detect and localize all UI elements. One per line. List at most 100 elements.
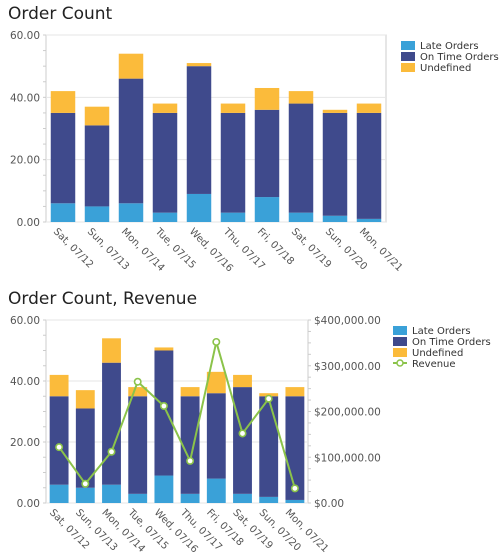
chart1-bar-late-orders <box>356 218 382 222</box>
chart2-bar-undefined <box>49 374 69 397</box>
chart2-ytick-label: 40.00 <box>10 376 40 388</box>
chart2-bar-late-orders <box>128 493 148 503</box>
chart2-bar-undefined <box>154 347 174 351</box>
chart2-bar-late-orders <box>259 496 279 503</box>
chart2-revenue-point <box>55 443 64 452</box>
chart2-bar-late-orders <box>75 487 95 503</box>
chart2-bar-undefined <box>128 387 148 397</box>
chart2-bar-on-time-orders <box>102 362 121 485</box>
chart1-bar-undefined <box>220 103 246 113</box>
chart2-bar-undefined <box>180 387 200 397</box>
chart1-title: Order Count <box>8 4 113 24</box>
chart1-bar-on-time-orders <box>356 112 382 219</box>
chart2-bar-undefined <box>102 338 121 363</box>
chart1-bar-on-time-orders <box>118 78 144 204</box>
chart1-bar-on-time-orders <box>50 112 76 204</box>
chart2-bar-late-orders <box>102 484 121 503</box>
chart1-bar-late-orders <box>220 212 246 222</box>
chart2-bar-late-orders <box>180 493 200 503</box>
chart2-ytick-label: 20.00 <box>10 437 40 449</box>
chart1-bar-undefined <box>288 91 314 104</box>
chart1-legend-swatch <box>401 41 415 50</box>
chart1-ytick-label: 60.00 <box>10 30 40 42</box>
chart2-bar-undefined <box>206 371 226 394</box>
chart1-bar-undefined <box>322 109 348 113</box>
chart2-ytick-label: 0.00 <box>17 498 40 510</box>
chart2-bar-on-time-orders <box>180 396 200 494</box>
chart1-bar-on-time-orders <box>288 103 314 213</box>
chart1-legend-label: Late Orders <box>420 41 479 52</box>
chart1-bar-undefined <box>50 91 76 113</box>
chart2-bar-on-time-orders <box>206 393 226 479</box>
chart1-bar-late-orders <box>254 197 280 222</box>
chart1-bar-undefined <box>186 63 212 67</box>
chart1-bar-on-time-orders <box>254 109 280 198</box>
chart2-bar-late-orders <box>206 478 226 503</box>
chart1-bar-undefined <box>254 87 280 110</box>
chart1-bar-undefined <box>118 53 144 79</box>
chart1-bar-undefined <box>152 103 178 113</box>
chart2-bar-on-time-orders <box>233 387 252 494</box>
chart2-legend-label: On Time Orders <box>412 337 491 348</box>
chart2-y2tick-label: $200,000.00 <box>314 407 381 419</box>
chart2-revenue-line <box>58 341 296 489</box>
chart2-bar-late-orders <box>154 475 174 503</box>
chart2-revenue-point <box>264 394 273 403</box>
chart2-revenue-point <box>212 337 221 346</box>
chart2-bar-late-orders <box>49 484 69 503</box>
chart2-y2tick-label: $400,000.00 <box>314 315 381 327</box>
chart1-bar-on-time-orders <box>186 66 212 194</box>
chart1-ytick-label: 20.00 <box>10 155 40 167</box>
chart2-revenue-point <box>159 402 168 411</box>
chart1-bar-late-orders <box>50 203 76 222</box>
chart1-legend-swatch <box>401 52 415 61</box>
chart2-bar-late-orders <box>285 499 305 503</box>
chart2-bar-on-time-orders <box>75 408 95 488</box>
chart2-bar-late-orders <box>233 493 252 503</box>
chart2-legend-label: Undefined <box>412 348 463 359</box>
chart1-bar-on-time-orders <box>84 125 110 207</box>
chart1-bar-undefined <box>356 103 382 113</box>
chart2-legend-label: Late Orders <box>412 326 471 337</box>
chart2-revenue-point <box>238 429 247 438</box>
chart2-revenue-point <box>107 447 116 456</box>
chart1-bar-late-orders <box>118 203 144 222</box>
chart1-ytick-label: 40.00 <box>10 92 40 104</box>
chart2-bar-undefined <box>75 390 95 409</box>
chart2-revenue-point <box>290 484 299 493</box>
chart1-bar-late-orders <box>152 212 178 222</box>
chart1-legend-label: Undefined <box>420 63 471 74</box>
chart1-bar-late-orders <box>288 212 314 222</box>
chart2-y2tick-label: $100,000.00 <box>314 452 381 464</box>
chart1-bar-late-orders <box>186 193 212 222</box>
chart1-bar-undefined <box>84 106 110 126</box>
chart2-title: Order Count, Revenue <box>8 289 198 309</box>
chart1-ytick-label: 0.00 <box>17 217 40 229</box>
chart1-bar-on-time-orders <box>220 112 246 213</box>
chart2-bar-on-time-orders <box>154 350 174 476</box>
chart2-legend-line-marker <box>396 359 404 367</box>
chart2-legend-swatch <box>393 326 407 335</box>
chart2-y2tick-label: $0.00 <box>314 498 344 510</box>
chart2-bar-on-time-orders <box>49 396 69 485</box>
chart1-bar-late-orders <box>84 206 110 222</box>
chart2-bar-undefined <box>285 387 305 397</box>
chart2-revenue-point <box>81 479 90 488</box>
chart2-y2tick-label: $300,000.00 <box>314 361 381 373</box>
chart1-legend-swatch <box>401 63 415 72</box>
chart2-revenue-point <box>133 377 142 386</box>
chart2-legend-label: Revenue <box>412 359 456 370</box>
chart1-bar-late-orders <box>322 215 348 222</box>
chart2-bar-undefined <box>233 374 252 388</box>
chart2-ytick-label: 60.00 <box>10 315 40 327</box>
chart2-legend-swatch <box>393 348 407 357</box>
chart2-revenue-point <box>186 456 195 465</box>
chart1-bar-on-time-orders <box>322 112 348 216</box>
chart2-bar-on-time-orders <box>259 396 279 497</box>
chart2-bar-on-time-orders <box>128 396 148 494</box>
chart1-legend-label: On Time Orders <box>420 52 499 63</box>
chart2-legend-swatch <box>393 337 407 346</box>
chart1-bar-on-time-orders <box>152 112 178 213</box>
